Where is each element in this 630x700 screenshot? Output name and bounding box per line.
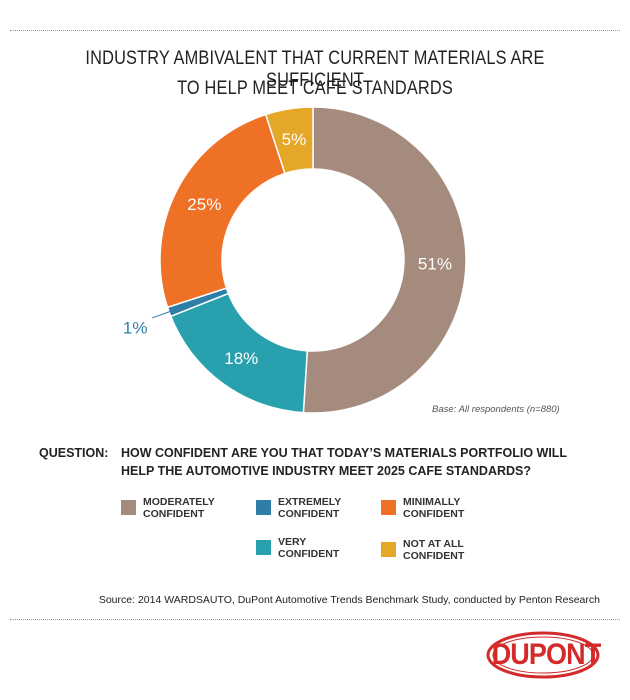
source-note: Source: 2014 WARDSAUTO, DuPont Automotiv…: [98, 594, 600, 606]
base-note: Base: All respondents (n=880): [432, 404, 560, 415]
legend-item-not-at-all-confident: NOT AT ALL CONFIDENT: [381, 538, 521, 568]
question-label: QUESTION:: [39, 446, 109, 460]
legend-label-line-2: CONFIDENT: [403, 508, 465, 520]
legend-swatch: [121, 500, 136, 515]
bottom-divider: [10, 619, 620, 620]
legend-label-line-2: CONFIDENT: [143, 508, 205, 520]
legend-label-line-1: EXTREMELY: [278, 496, 342, 508]
legend-label: MODERATELY CONFIDENT: [143, 496, 215, 520]
slice-not-at-all-confident: [264, 106, 314, 175]
slice-label-extremely-confident: 1%: [123, 319, 148, 338]
slice-label-not-at-all-confident: 5%: [282, 130, 307, 149]
legend-label: MINIMALLY CONFIDENT: [403, 496, 464, 520]
legend-label-line-2: CONFIDENT: [278, 548, 340, 560]
leader-line-extremely-confident: [151, 310, 173, 319]
legend-label-line-1: MINIMALLY: [403, 496, 461, 508]
legend-swatch: [256, 500, 271, 515]
logo-oval-icon: [486, 631, 600, 679]
legend-label-line-2: CONFIDENT: [403, 550, 465, 562]
logo-text: DUPONT: [491, 638, 602, 671]
question-line-2: HELP THE AUTOMOTIVE INDUSTRY MEET 2025 C…: [121, 464, 532, 478]
slice-label-very-confident: 18%: [224, 349, 258, 368]
chart-title-line-1: INDUSTRY AMBIVALENT THAT CURRENT MATERIA…: [85, 48, 545, 91]
legend-item-very-confident: VERY CONFIDENT: [256, 536, 396, 566]
question-line-1: HOW CONFIDENT ARE YOU THAT TODAY’S MATER…: [121, 446, 568, 460]
legend-swatch: [381, 542, 396, 557]
legend-item-minimally-confident: MINIMALLY CONFIDENT: [381, 496, 521, 526]
legend-label-line-2: CONFIDENT: [278, 508, 340, 520]
slice-label-minimally-confident: 25%: [187, 195, 221, 214]
legend-label-line-1: VERY: [278, 536, 307, 548]
legend-label-line-1: MODERATELY: [143, 496, 215, 508]
survey-question: QUESTION: HOW CONFIDENT ARE YOU THAT TODA…: [39, 444, 567, 480]
dupont-logo: DUPONT: [486, 631, 602, 679]
legend-label-line-1: NOT AT ALL: [403, 538, 464, 550]
donut-chart: 51% 18% 1% 25% 5%: [123, 106, 467, 414]
legend-swatch: [381, 500, 396, 515]
legend-item-moderately-confident: MODERATELY CONFIDENT: [121, 496, 261, 526]
legend-label: EXTREMELY CONFIDENT: [278, 496, 341, 520]
slice-moderately-confident: [302, 106, 467, 414]
slice-label-moderately-confident: 51%: [418, 254, 452, 273]
legend-item-extremely-confident: EXTREMELY CONFIDENT: [256, 496, 396, 526]
top-divider: [10, 30, 620, 31]
legend-swatch: [256, 540, 271, 555]
slice-minimally-confident: [159, 113, 286, 309]
chart-title-line-2: TO HELP MEET CAFE STANDARDS: [177, 78, 453, 99]
legend-label: VERY CONFIDENT: [278, 536, 339, 560]
legend-label: NOT AT ALL CONFIDENT: [403, 538, 464, 562]
